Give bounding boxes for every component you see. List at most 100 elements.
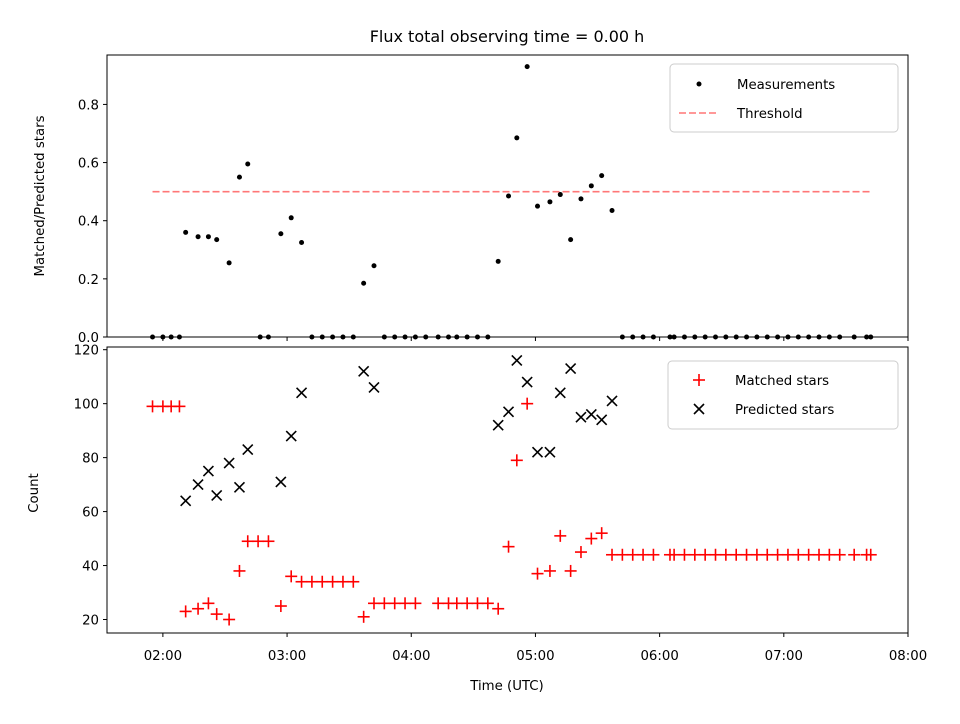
matched-star-point [574,546,587,559]
measurement-point [535,203,541,209]
top-chart-y-axis-label: Matched/Predicted stars [33,115,48,276]
matched-star-point [305,575,318,588]
measurement-point [568,237,574,243]
measurement-point [226,260,232,266]
matched-star-point [173,400,186,413]
matched-star-point [771,548,784,561]
predicted-star-point [606,395,618,407]
matched-star-point [450,597,463,610]
predicted-star-point [596,414,608,426]
legend-predicted-label: Predicted stars [735,403,834,418]
matched-star-point [813,548,825,561]
predicted-star-point [585,408,597,421]
matched-star-point [295,575,308,588]
top-chart-title: Flux total observing time = 0.00 h [370,27,645,46]
matched-star-point [399,597,412,610]
predicted-star-stroke-b [554,387,566,399]
matched-star-point [606,548,619,561]
matched-star-point [699,548,712,561]
top-axes-frame [106,54,909,338]
predicted-star-point [223,457,235,469]
predicted-star-stroke-b [275,476,287,488]
predicted-star-point [544,446,556,458]
matched-star-point [823,548,836,561]
matched-star-point [192,602,205,615]
measurement-point [288,215,294,221]
matched-star-point [202,597,215,610]
bottom-y-tick-label: 40 [82,560,99,575]
bottom-chart-plot-area: 20 40 60 80 100 120 02:00 03:00 04:00 05:00 06:00 0… [74,344,928,664]
predicted-star-stroke-b [242,443,254,456]
top-chart-legend: Measurements Threshold [669,63,899,133]
measurement-point [588,183,594,189]
matched-star-point [668,548,681,561]
bottom-legend-box [667,360,899,430]
predicted-star-stroke-b [233,481,246,493]
matched-star-point [233,564,246,577]
bottom-x-tick-label: 05:00 [516,649,554,664]
bottom-y-tick-label: 100 [74,398,99,413]
matched-star-point [432,597,445,610]
matched-star-point [461,597,474,610]
measurement-point [278,231,284,237]
measurement-point [609,208,615,214]
matched-star-point [833,548,846,561]
legend-predicted-marker [693,403,705,415]
matched-star-point [719,548,732,561]
legend-measurements-label: Measurements [737,78,835,93]
matched-star-point [481,597,494,610]
bottom-axes-frame [106,346,909,634]
matched-star-point [595,527,608,540]
matched-star-point [688,548,701,561]
predicted-star-stroke-b [285,430,297,442]
legend-measurements-marker [696,81,702,87]
measurement-point [214,237,220,243]
bottom-x-tick-label: 08:00 [889,649,927,664]
matched-star-point [792,548,805,561]
bottom-y-tick-label: 20 [82,614,99,629]
matched-star-point [510,454,523,467]
predicted-star-stroke-b [180,495,192,507]
predicted-star-point [492,419,504,431]
matched-star-point [585,532,598,545]
measurement-point [299,240,305,246]
measurement-point [361,280,367,286]
bottom-x-tick-label: 07:00 [765,649,803,664]
measurement-point [578,196,584,202]
matched-star-point [326,575,339,588]
predicted-star-stroke-b [606,395,618,407]
predicted-star-stroke-b [202,465,214,477]
measurement-point [195,234,201,240]
matched-star-point [740,548,753,561]
predicted-star-point [368,381,380,394]
predicted-star-point [242,443,254,456]
bottom-y-tick-label: 120 [74,344,99,359]
matched-star-point [146,400,159,413]
top-y-tick-label: 0.8 [78,98,99,113]
matched-star-point [709,548,722,561]
matched-star-point [564,564,577,577]
predicted-star-point [285,430,297,442]
bottom-x-tick-label: 02:00 [144,649,182,664]
matched-star-point [554,529,567,542]
top-legend-box [669,63,899,133]
matched-star-point [347,575,360,588]
matched-star-point [210,608,223,621]
matched-star-point [241,535,254,548]
top-y-tick-label: 0.2 [78,273,99,288]
matched-star-point [637,548,650,561]
matched-star-point [316,575,329,588]
measurement-point [514,135,520,141]
legend-matched-marker [693,374,705,386]
predicted-star-point [511,354,523,367]
predicted-star-stroke-b [585,408,597,421]
top-y-tick-label: 0.0 [78,331,99,346]
predicted-star-stroke-b [192,479,204,491]
predicted-star-point [202,465,214,477]
bottom-x-tick-label: 03:00 [268,649,306,664]
predicted-star-point [233,481,246,493]
matched-star-point [471,597,484,610]
measurement-point [506,193,512,199]
measurement-point [524,64,530,70]
